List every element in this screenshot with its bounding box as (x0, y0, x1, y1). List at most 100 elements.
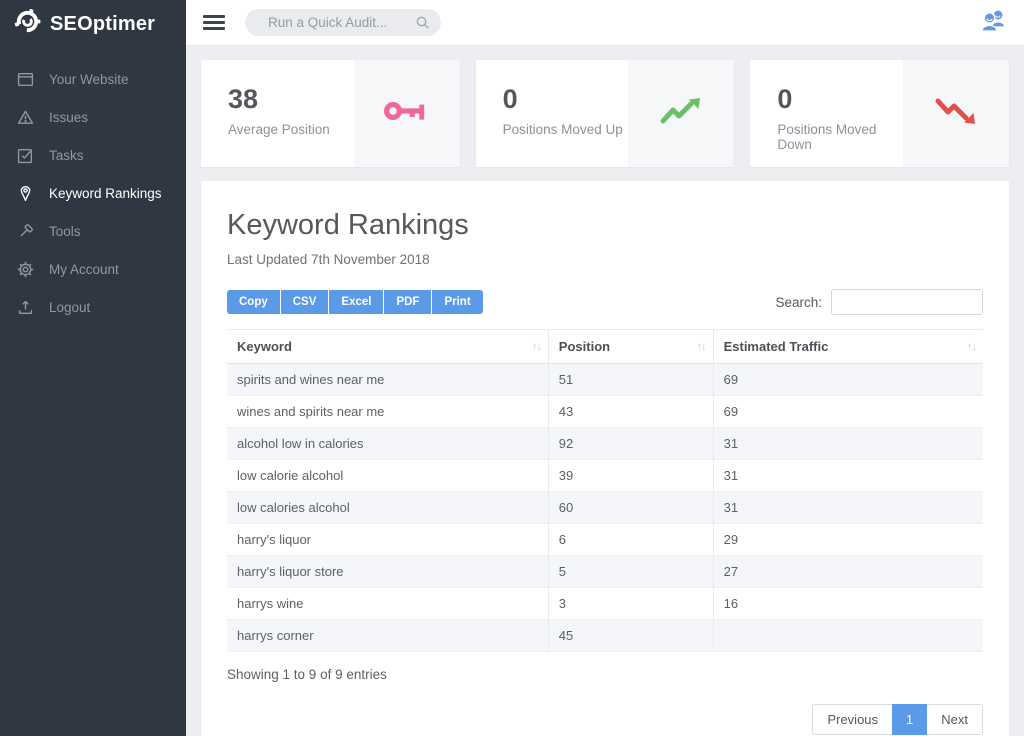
table-cell (712, 619, 983, 652)
trend-down-icon (934, 96, 978, 131)
table-cell: 31 (712, 459, 983, 492)
table-cell: harrys wine (227, 587, 549, 620)
entries-summary: Showing 1 to 9 of 9 entries (227, 667, 387, 682)
user-menu-button[interactable] (980, 8, 1007, 38)
table-cell: 3 (547, 587, 714, 620)
table-cell: alcohol low in calories (227, 427, 549, 460)
table-cell: 31 (712, 491, 983, 524)
stat-card-2: 0 Positions Moved Down (750, 60, 1009, 167)
sidebar-item-label: Your Website (49, 71, 129, 87)
export-csv-button[interactable]: CSV (280, 290, 329, 314)
sidebar-item-label: Tasks (49, 147, 84, 163)
pagination-row: Previous 1 Next (227, 704, 983, 735)
stat-card-1: 0 Positions Moved Up (475, 60, 735, 167)
hammer-icon (17, 223, 34, 240)
table-header-row: Keyword ↑↓ Position ↑↓ Estimated Traffic ↑↓ (227, 329, 983, 364)
table-cell: 27 (712, 555, 983, 588)
table-cell: 29 (712, 523, 983, 556)
last-updated-text: Last Updated 7th November 2018 (227, 252, 430, 267)
stat-label: Positions Moved Down (777, 122, 877, 152)
column-header-position[interactable]: Position ↑↓ (547, 329, 714, 364)
table-cell: 39 (547, 459, 714, 492)
sidebar-item-tasks[interactable]: Tasks (0, 136, 186, 174)
stat-label: Positions Moved Up (502, 122, 623, 137)
sidebar-item-tools[interactable]: Tools (0, 212, 186, 250)
column-header-keyword[interactable]: Keyword ↑↓ (227, 329, 549, 364)
stat-cards: 38 Average Position 0 Positions Moved Up 0 Po… (201, 60, 1009, 167)
topbar (186, 0, 1024, 46)
table-cell: 92 (547, 427, 714, 460)
search-label: Search: (775, 294, 822, 310)
table-cell: 16 (712, 587, 983, 620)
warning-icon (17, 109, 34, 126)
table-row: low calorie alcohol 39 31 (227, 459, 983, 492)
page-1-button[interactable]: 1 (892, 704, 928, 735)
sidebar: SEOptimer Your Website Issues Tasks Keyword… (0, 0, 186, 736)
gear-icon (17, 261, 34, 278)
sort-arrows-icon: ↑↓ (531, 340, 542, 353)
table-row: alcohol low in calories 92 31 (227, 427, 983, 460)
table-cell: 43 (547, 395, 714, 428)
export-print-button[interactable]: Print (432, 290, 483, 314)
table-cell: harry's liquor store (227, 555, 549, 588)
pagination: Previous 1 Next (812, 704, 983, 735)
trend-up-icon (659, 96, 703, 131)
table-toolbar: Copy CSV Excel PDF Print Search: (227, 289, 983, 315)
quick-audit-input[interactable] (245, 9, 441, 36)
table-cell: low calories alcohol (227, 491, 549, 524)
seoptimer-gear-icon (14, 8, 41, 40)
brand-logo[interactable]: SEOptimer (0, 0, 186, 48)
sidebar-item-label: Tools (49, 223, 81, 239)
browser-icon (17, 71, 34, 88)
table-cell: low calorie alcohol (227, 459, 549, 492)
export-excel-button[interactable]: Excel (329, 290, 384, 314)
stat-label: Average Position (228, 122, 330, 137)
sidebar-item-keyword-rankings[interactable]: Keyword Rankings (0, 174, 186, 212)
table-cell: 60 (547, 491, 714, 524)
sidebar-item-label: Issues (49, 109, 89, 125)
sidebar-item-issues[interactable]: Issues (0, 98, 186, 136)
table-cell: wines and spirits near me (227, 395, 549, 428)
hamburger-menu-icon[interactable] (203, 11, 225, 33)
users-icon (980, 8, 1007, 38)
brand-name: SEOptimer (50, 12, 156, 35)
page-title: Keyword Rankings (227, 209, 469, 241)
next-page-button[interactable]: Next (926, 704, 983, 735)
sidebar-nav: Your Website Issues Tasks Keyword Rankings T… (0, 48, 186, 326)
export-pdf-button[interactable]: PDF (384, 290, 432, 314)
sidebar-item-my-account[interactable]: My Account (0, 250, 186, 288)
export-copy-button[interactable]: Copy (227, 290, 280, 314)
sidebar-item-logout[interactable]: Logout (0, 288, 186, 326)
table-row: harrys wine 3 16 (227, 587, 983, 620)
table-cell: 69 (712, 395, 983, 428)
table-cell: harry's liquor (227, 523, 549, 556)
sidebar-item-your-website[interactable]: Your Website (0, 60, 186, 98)
table-row: spirits and wines near me 51 69 (227, 363, 983, 396)
table-cell: 69 (712, 363, 983, 396)
table-cell: 31 (712, 427, 983, 460)
content: 38 Average Position 0 Positions Moved Up 0 Po… (186, 46, 1024, 736)
stat-value: 38 (228, 84, 259, 114)
table-cell: harrys corner (227, 619, 549, 652)
pin-icon (17, 185, 34, 202)
sort-arrows-icon: ↑↓ (696, 340, 707, 353)
table-search-input[interactable] (831, 289, 983, 315)
column-header-estimated-traffic[interactable]: Estimated Traffic ↑↓ (712, 329, 983, 364)
table-row: harry's liquor store 5 27 (227, 555, 983, 588)
table-cell: 5 (547, 555, 714, 588)
table-cell: 45 (547, 619, 714, 652)
table-row: harrys corner 45 (227, 619, 983, 652)
table-cell: 6 (547, 523, 714, 556)
stat-card-0: 38 Average Position (201, 60, 460, 167)
quick-audit-search (245, 9, 441, 36)
logout-icon (17, 299, 34, 316)
table-cell: spirits and wines near me (227, 363, 549, 396)
sidebar-item-label: Keyword Rankings (49, 185, 162, 201)
keyword-rankings-panel: Keyword Rankings Last Updated 7th Novemb… (201, 181, 1009, 736)
check-square-icon (17, 147, 34, 164)
table-row: wines and spirits near me 43 69 (227, 395, 983, 428)
table-row: harry's liquor 6 29 (227, 523, 983, 556)
keyword-rankings-table: Keyword ↑↓ Position ↑↓ Estimated Traffic ↑↓ s… (227, 329, 983, 652)
previous-page-button[interactable]: Previous (812, 704, 894, 735)
table-search: Search: (775, 289, 983, 315)
